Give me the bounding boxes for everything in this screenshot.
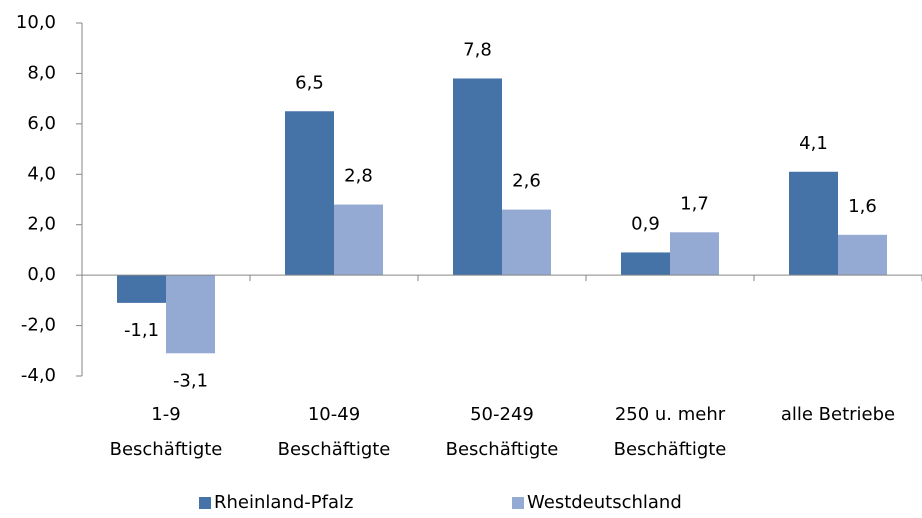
bar [621,252,670,276]
bar [502,209,551,276]
value-label: 2,8 [344,166,373,187]
y-tick-label: 4,0 [27,163,56,184]
x-tick-label: 1-9 Beschäftigte [110,404,223,460]
x-tick-label: 10-49 Beschäftigte [278,404,391,460]
y-tick-label: 8,0 [27,62,56,83]
value-label: 1,7 [680,193,709,214]
y-tick-label: -2,0 [21,315,56,336]
value-label: 7,8 [463,39,492,60]
value-label: 0,9 [631,213,660,234]
bar [117,275,166,303]
value-label: 6,5 [295,72,324,93]
value-label: 4,1 [799,133,828,154]
bar [334,204,383,276]
value-label: -3,1 [173,370,208,391]
bar [670,232,719,276]
bar [838,234,887,276]
x-tick-label: 250 u. mehr Beschäftigte [614,404,727,460]
x-tick-label: alle Betriebe [781,404,895,425]
bar [166,275,215,354]
bar [453,78,502,276]
legend-label: Rheinland-Pfalz [214,492,353,513]
x-tick-label: 50-249 Beschäftigte [446,404,559,460]
bar [789,171,838,276]
value-label: 2,6 [512,171,541,192]
y-tick-label: 0,0 [27,264,56,285]
value-label: -1,1 [124,320,159,341]
y-tick-label: 2,0 [27,214,56,235]
legend-swatch [512,497,524,509]
y-tick-label: -4,0 [21,365,56,386]
y-tick-label: 6,0 [27,113,56,134]
value-label: 1,6 [848,196,877,217]
legend-label: Westdeutschland [527,492,682,513]
bar [285,111,334,276]
legend-swatch [199,497,211,509]
y-tick-label: 10,0 [16,12,56,33]
